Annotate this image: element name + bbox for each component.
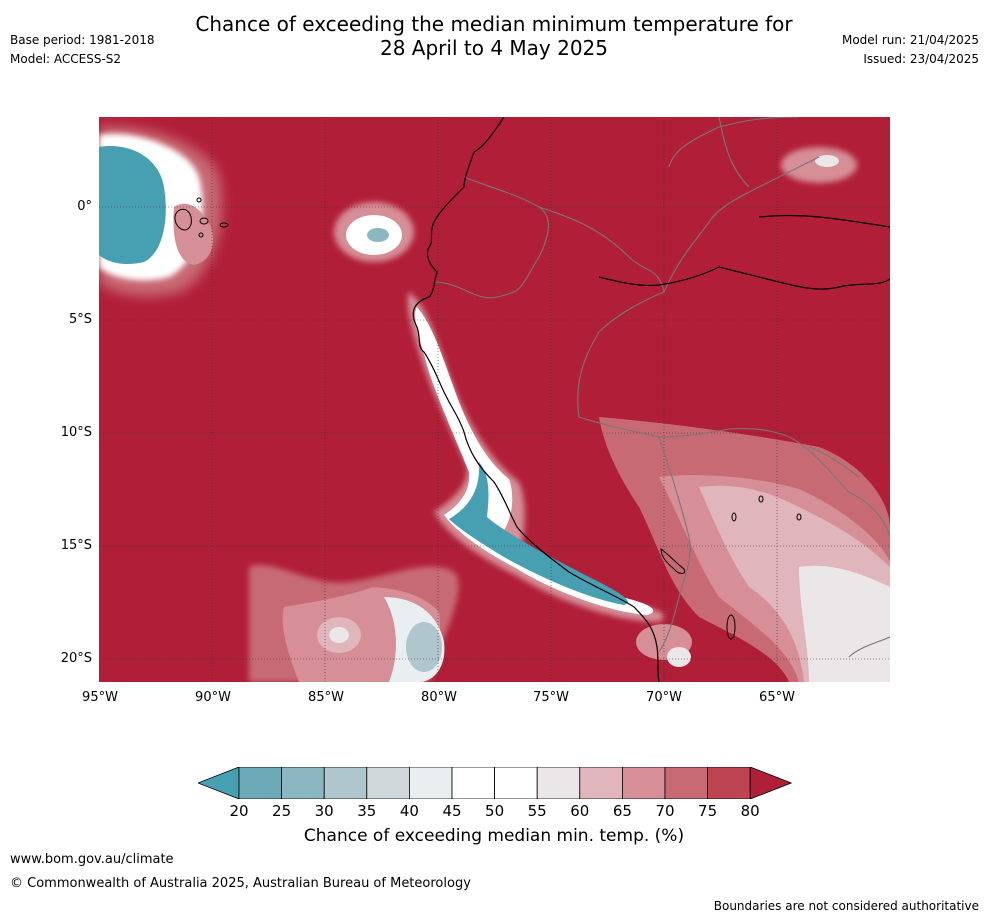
colorbar-cell <box>281 767 325 799</box>
colorbar-cell <box>494 767 538 799</box>
colorbar-cell <box>621 767 666 799</box>
footer-url: www.bom.gov.au/climate <box>10 852 174 867</box>
forecast-map <box>99 117 890 682</box>
lat-label-20s: 20°S <box>60 651 92 666</box>
colorbar-arrow-low <box>198 767 240 799</box>
colorbar-tick-label: 20 <box>229 802 249 820</box>
footer-copyright: © Commonwealth of Australia 2025, Austra… <box>10 876 471 891</box>
lat-label-10s: 10°S <box>60 425 92 440</box>
colorbar-arrow-high <box>749 767 792 799</box>
colorbar-cell <box>408 767 453 799</box>
colorbar-cell <box>366 767 410 799</box>
model-name: Model: ACCESS-S2 <box>10 52 122 66</box>
lon-label-95w: 95°W <box>82 690 118 705</box>
colorbar-tick-label: 25 <box>272 802 292 820</box>
lake-titicaca <box>660 495 802 640</box>
colorbar-cell <box>536 767 581 799</box>
colorbar-tick-label: 30 <box>314 802 334 820</box>
colorbar <box>198 767 792 799</box>
lon-label-90w: 90°W <box>195 690 231 705</box>
title-line-1: Chance of exceeding the median minimum t… <box>195 12 793 36</box>
colorbar-tick-label: 80 <box>740 802 760 820</box>
offshore-blob <box>334 202 414 262</box>
country-borders <box>433 117 890 658</box>
meta-right: Model run: 21/04/2025 Issued: 23/04/2025 <box>842 31 979 69</box>
colorbar-tick-label: 60 <box>570 802 590 820</box>
colorbar-cell <box>451 767 495 799</box>
galapagos-anomaly <box>99 126 223 297</box>
colorbar-tick-label: 50 <box>485 802 505 820</box>
title-line-2: 28 April to 4 May 2025 <box>380 36 608 60</box>
lon-label-65w: 65°W <box>759 690 795 705</box>
colorbar-tick-label: 75 <box>698 802 718 820</box>
colorbar-tick-label: 70 <box>655 802 675 820</box>
colorbar-cell <box>323 767 368 799</box>
footer-disclaimer: Boundaries are not considered authoritat… <box>713 899 979 913</box>
map-gridlines <box>99 117 890 682</box>
southern-ocean-anomaly <box>249 564 459 682</box>
colorbar-tick-label: 40 <box>399 802 419 820</box>
lon-label-80w: 80°W <box>421 690 457 705</box>
lon-label-75w: 75°W <box>533 690 569 705</box>
colorbar-tick-label: 65 <box>612 802 632 820</box>
coastline <box>412 117 890 682</box>
lon-label-70w: 70°W <box>646 690 682 705</box>
colorbar-tick-label: 35 <box>357 802 377 820</box>
base-period: Base period: 1981-2018 <box>10 33 155 47</box>
galapagos-islands <box>174 197 229 238</box>
colorbar-tick-label: 45 <box>442 802 462 820</box>
peru-coastal-anomaly <box>407 292 664 622</box>
lat-label-0: 0° <box>77 199 92 214</box>
colorbar-tick-label: 55 <box>527 802 547 820</box>
altiplano-anomaly <box>599 417 890 682</box>
map-title: Chance of exceeding the median minimum t… <box>0 12 988 60</box>
model-run: Model run: 21/04/2025 <box>841 33 979 47</box>
lat-label-15s: 15°S <box>60 538 92 553</box>
colorbar-cell <box>238 767 282 799</box>
issued-date: Issued: 23/04/2025 <box>863 52 979 66</box>
meta-left: Base period: 1981-2018 Model: ACCESS-S2 <box>10 31 155 69</box>
colorbar-cell <box>707 767 751 799</box>
lat-label-5s: 5°S <box>68 312 92 327</box>
colorbar-cell <box>664 767 708 799</box>
colorbar-label: Chance of exceeding median min. temp. (%… <box>303 826 685 846</box>
lon-label-85w: 85°W <box>308 690 344 705</box>
venezuela-blob <box>781 147 857 183</box>
colorbar-cell <box>579 767 623 799</box>
